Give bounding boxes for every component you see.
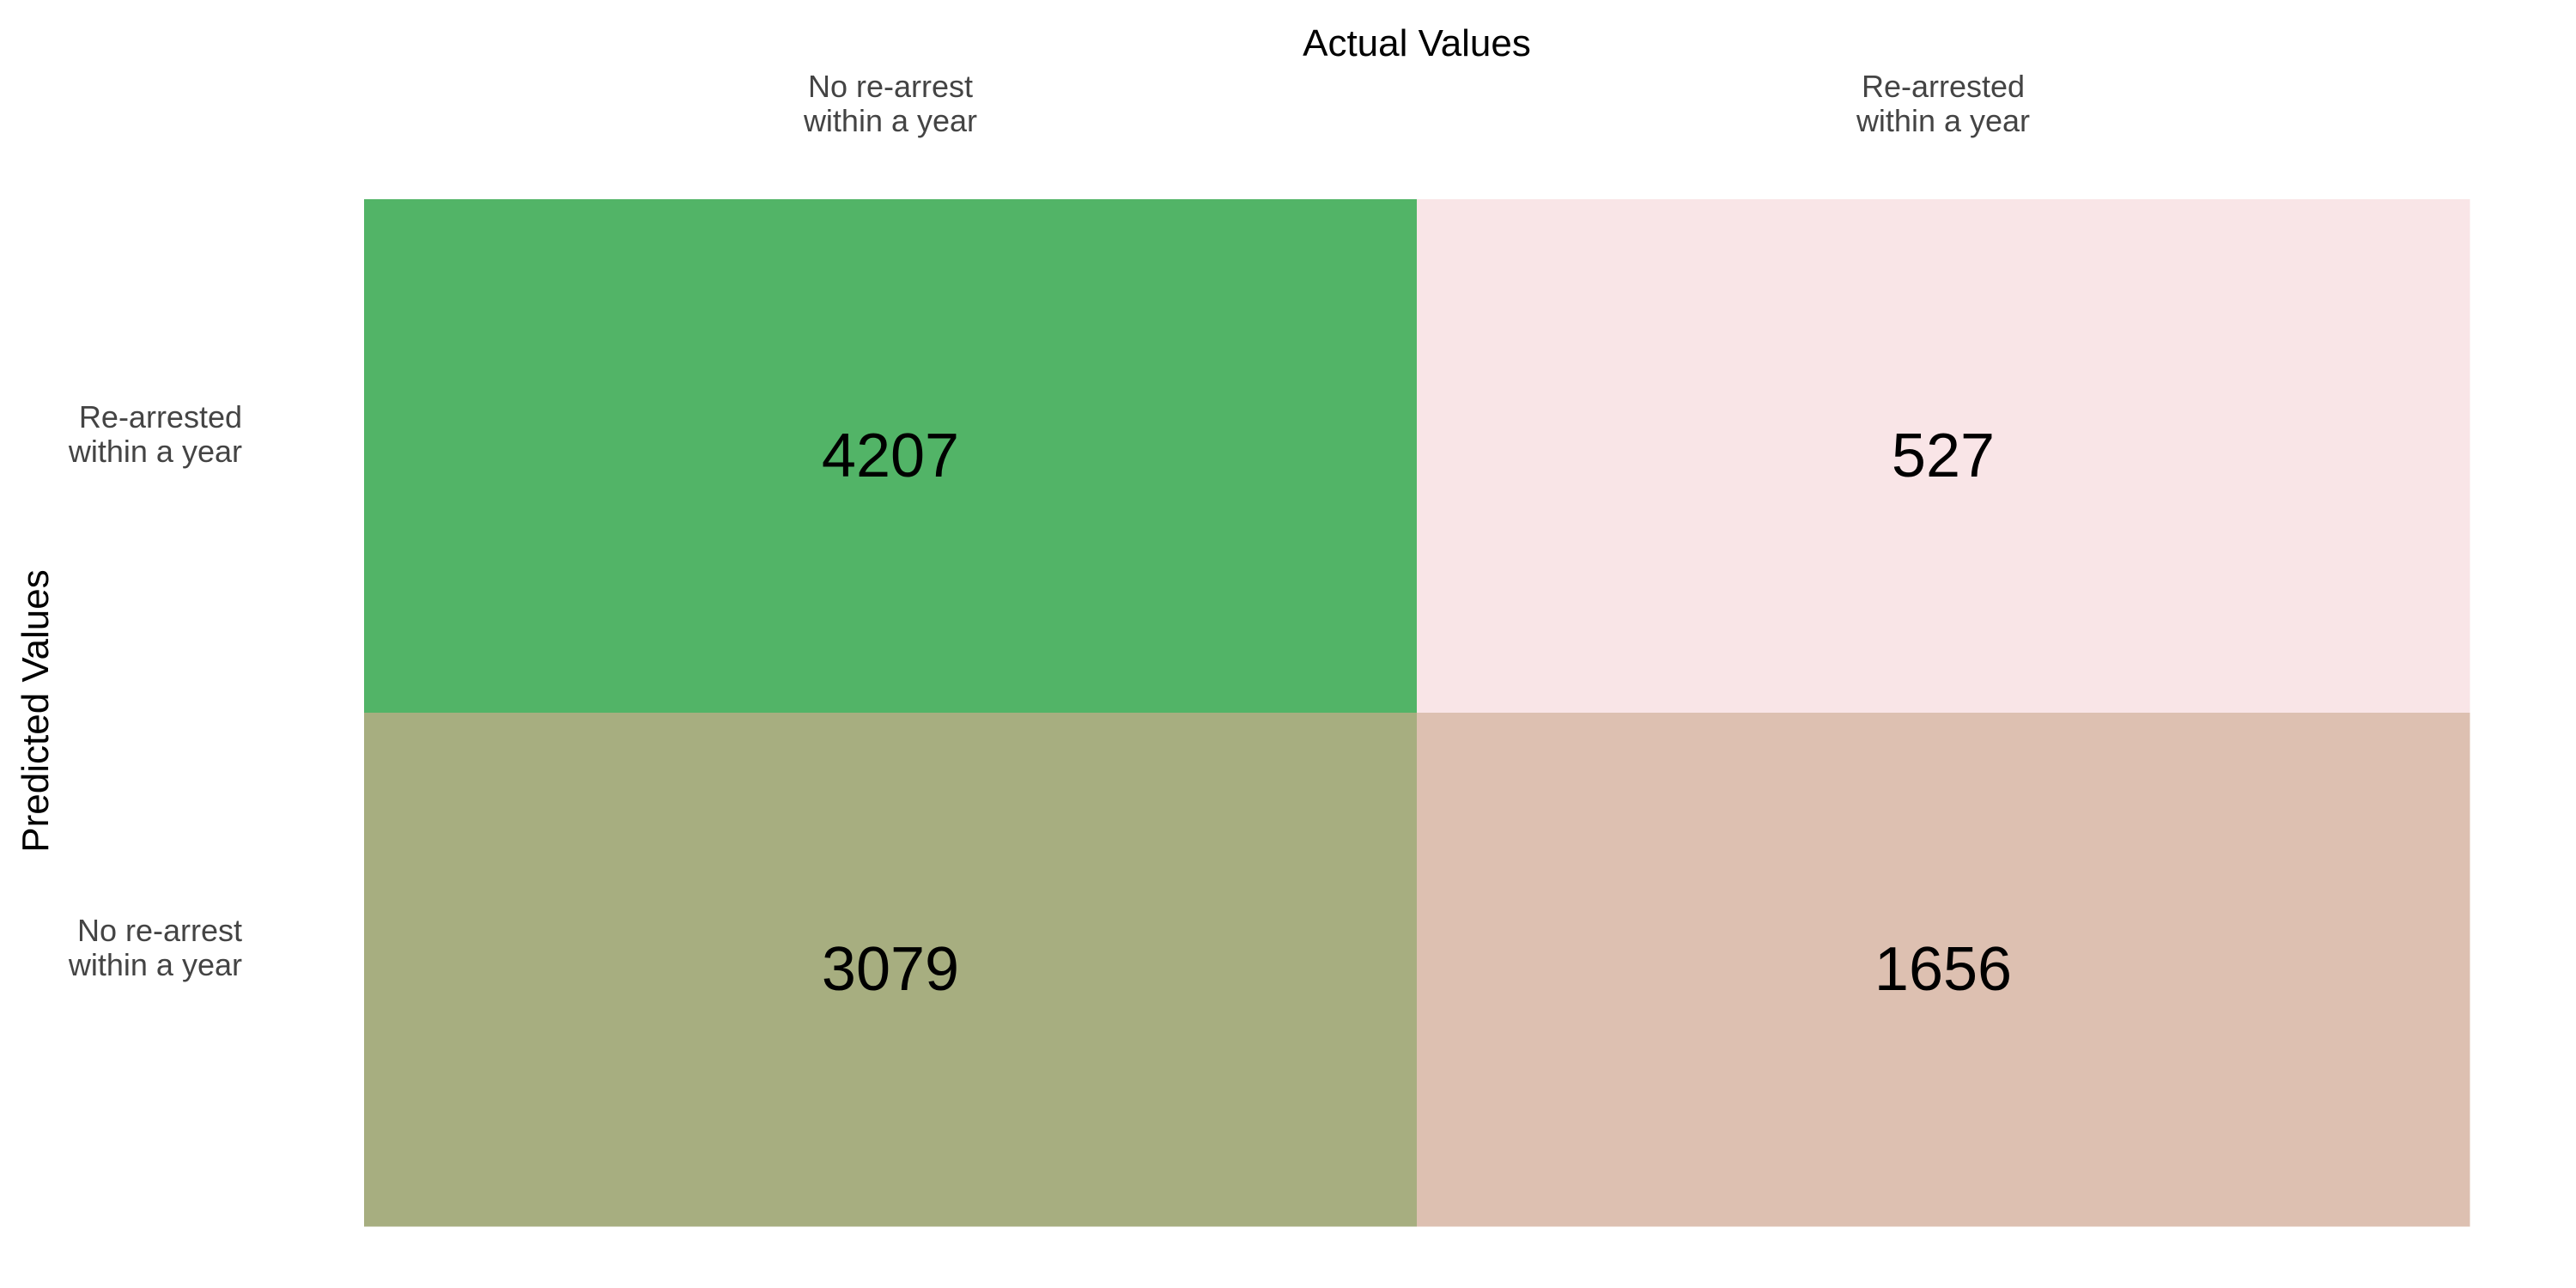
- y-tick-label-0-line-0: Re-arrested: [79, 399, 242, 434]
- cell-value-r1-c0: 3079: [822, 935, 959, 1004]
- heatmap-cell-r0-c0: [364, 199, 1418, 714]
- cell-value-r1-c1: 1656: [1874, 935, 2012, 1004]
- heatmap-cell-r0-c1: [1417, 199, 2470, 714]
- y-tick-label-1-line-0: No re-arrest: [77, 913, 242, 948]
- y-tick-label-0-line-1: within a year: [68, 434, 242, 469]
- x-tick-label-0-line-0: No re-arrest: [808, 69, 973, 104]
- heatmap-cell-r1-c0: [364, 713, 1418, 1227]
- y-axis-title: Predicted Values: [15, 569, 57, 852]
- heatmap-cells: 4207 527 3079 1656: [364, 199, 2470, 1227]
- cell-value-r0-c0: 4207: [822, 422, 959, 490]
- x-axis-title: Actual Values: [1303, 22, 1531, 64]
- x-tick-label-1-line-1: within a year: [1856, 103, 2030, 138]
- cell-value-r0-c1: 527: [1892, 422, 1995, 490]
- heatmap-cell-r1-c1: [1417, 713, 2470, 1227]
- y-tick-label-1-line-1: within a year: [68, 947, 242, 982]
- x-tick-label-0-line-1: within a year: [803, 103, 977, 138]
- x-tick-label-1-line-0: Re-arrested: [1862, 69, 2025, 104]
